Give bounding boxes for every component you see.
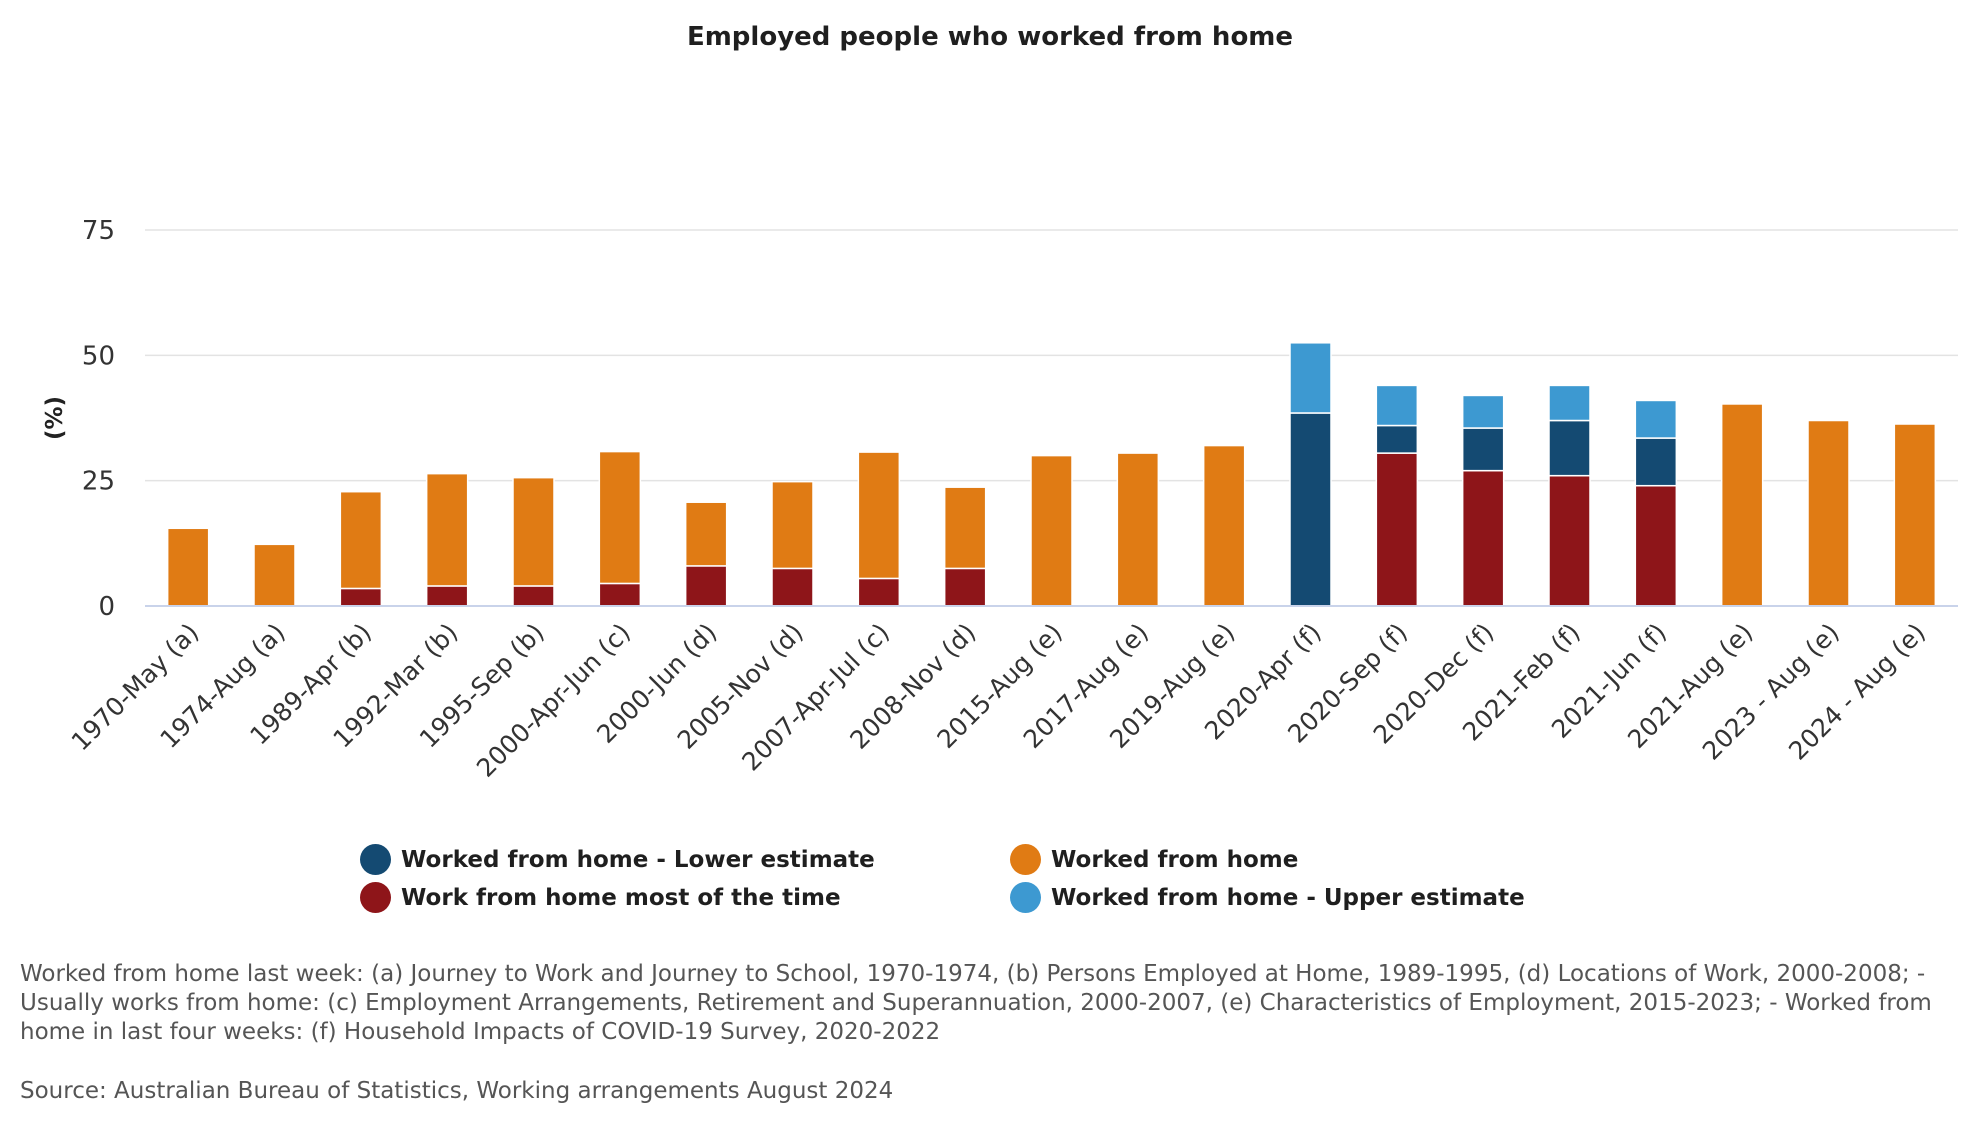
bar-segment[interactable]	[1116, 452, 1160, 607]
y-tick-label: 0	[98, 592, 115, 622]
bar-segment[interactable]	[1634, 437, 1678, 487]
legend-item-lower-estimate[interactable]: Worked from home - Lower estimate	[360, 844, 875, 875]
bar-segment[interactable]	[1807, 419, 1850, 607]
legend-swatch-lower-estimate	[360, 844, 391, 875]
bar-segment[interactable]	[943, 486, 987, 570]
bar-segment[interactable]	[857, 577, 901, 607]
legend-label: Worked from home	[1051, 846, 1299, 873]
bar-segment[interactable]	[771, 567, 814, 607]
legend-label: Work from home most of the time	[401, 884, 841, 911]
bar-segment[interactable]	[1202, 444, 1246, 607]
legend-label: Worked from home - Lower estimate	[401, 846, 875, 873]
bar-segment[interactable]	[1375, 424, 1419, 454]
bar-segment[interactable]	[1548, 419, 1591, 477]
bar-segment[interactable]	[598, 450, 642, 585]
bar-segment[interactable]	[1461, 394, 1505, 429]
bar-segment[interactable]	[1720, 403, 1764, 607]
y-tick-label: 50	[82, 341, 115, 371]
bar-segment[interactable]	[512, 585, 555, 607]
bar-segment[interactable]	[166, 527, 210, 607]
footnotes: Worked from home last week: (a) Journey …	[20, 961, 1932, 1045]
bar-segment[interactable]	[425, 585, 469, 607]
bar-segment[interactable]	[253, 543, 296, 607]
bars	[166, 342, 1937, 607]
x-tick-label: 2007-Apr-Jul (c)	[736, 618, 895, 777]
bar-segment[interactable]	[684, 501, 728, 567]
bar-segment[interactable]	[1289, 412, 1332, 607]
source-note: Source: Australian Bureau of Statistics,…	[20, 1078, 894, 1104]
y-tick-label: 75	[82, 216, 115, 246]
legend-swatch-upper-estimate	[1010, 882, 1041, 913]
legend-item-upper-estimate[interactable]: Worked from home - Upper estimate	[1010, 882, 1525, 913]
legend-swatch-most-of-the-time	[360, 882, 391, 913]
bar-segment[interactable]	[339, 490, 383, 590]
bar-segment[interactable]	[1548, 384, 1591, 422]
bar-segment[interactable]	[598, 582, 642, 607]
chart-title: Employed people who worked from home	[686, 22, 1294, 52]
bar-segment[interactable]	[339, 587, 383, 607]
legend-swatch-worked-from-home	[1010, 844, 1041, 875]
legend: Worked from home - Lower estimate Worked…	[360, 844, 1660, 924]
bar-segment[interactable]	[943, 567, 987, 607]
bar-segment[interactable]	[684, 565, 728, 607]
bar-segment[interactable]	[771, 480, 814, 570]
bar-segment[interactable]	[1548, 474, 1591, 607]
bar-segment[interactable]	[1634, 484, 1678, 607]
bar-segment[interactable]	[1461, 427, 1505, 472]
legend-label: Worked from home - Upper estimate	[1051, 884, 1525, 911]
x-axis-ticks: 1970-May (a)1974-Aug (a)1989-Apr (b)1992…	[66, 618, 1931, 783]
bar-segment[interactable]	[1375, 452, 1419, 607]
legend-item-worked-from-home[interactable]: Worked from home	[1010, 844, 1298, 875]
legend-item-most-of-the-time[interactable]: Work from home most of the time	[360, 882, 841, 913]
y-axis-ticks: 0 25 50 75	[82, 216, 115, 622]
bar-segment[interactable]	[1461, 469, 1505, 607]
bar-segment[interactable]	[1634, 399, 1678, 439]
bar-segment[interactable]	[425, 472, 469, 587]
y-axis-label: (%)	[42, 396, 68, 440]
bar-segment[interactable]	[512, 476, 555, 587]
bar-segment[interactable]	[1375, 384, 1419, 427]
gridlines	[145, 229, 1958, 482]
bar-segment[interactable]	[1030, 454, 1073, 607]
bar-segment[interactable]	[1289, 342, 1332, 414]
y-tick-label: 25	[82, 467, 115, 497]
bar-segment[interactable]	[857, 451, 901, 580]
x-tick-label: 2000-Apr-Jun (c)	[471, 618, 636, 783]
bar-segment[interactable]	[1893, 423, 1937, 607]
